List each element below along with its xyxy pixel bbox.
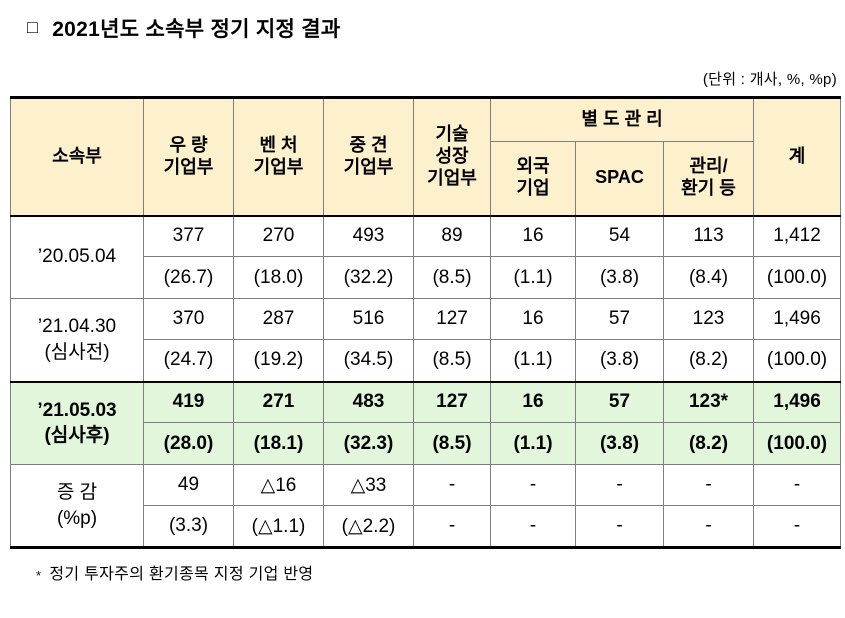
count-cell: △16 <box>233 464 324 506</box>
percent-cell: (100.0) <box>753 422 842 465</box>
percent-cell: (△1.1) <box>233 505 324 548</box>
percent-cell: (24.7) <box>143 339 234 382</box>
table-row-2104-counts: ’21.04.30 (심사전) 370 287 516 127 16 57 12… <box>10 298 842 382</box>
row-label: ’21.04.30 (심사전) <box>10 298 144 382</box>
percent-cell: - <box>753 505 842 548</box>
percent-cell: (1.1) <box>490 422 576 465</box>
percent-cell: (26.7) <box>143 256 234 299</box>
percent-cell: - <box>490 505 576 548</box>
percent-cell: (3.8) <box>575 339 664 382</box>
column-header-spac: SPAC <box>575 141 664 216</box>
column-header-premium: 우 량 기업부 <box>143 97 234 216</box>
percent-cell: (8.2) <box>662 422 755 465</box>
count-cell: - <box>662 464 755 506</box>
column-header-venture: 벤 처 기업부 <box>233 97 324 216</box>
percent-cell: (19.2) <box>233 339 324 382</box>
count-cell: 270 <box>233 214 324 257</box>
percent-cell: (8.5) <box>413 339 491 382</box>
count-cell: 49 <box>143 464 234 506</box>
row-label: 증 감 (%p) <box>10 464 144 548</box>
count-cell: 516 <box>323 298 414 340</box>
count-cell: 113 <box>662 214 755 257</box>
percent-cell: (100.0) <box>753 256 842 299</box>
footnote: * 정기 투자주의 환기종목 지정 기업 반영 <box>36 560 845 584</box>
table-row-2105-counts-highlighted: ’21.05.03 (심사후) 419 271 483 127 16 57 12… <box>10 380 842 465</box>
percent-cell: (18.0) <box>233 256 324 299</box>
column-header-division: 소속부 <box>10 97 144 216</box>
table-row-change-percents: (3.3) (△1.1) (△2.2) - - - - - <box>11 505 842 548</box>
percent-cell: (8.4) <box>662 256 755 299</box>
count-cell: 16 <box>490 380 576 423</box>
row-label: ’20.05.04 <box>10 214 144 299</box>
count-cell: 493 <box>323 214 414 257</box>
percent-cell: (32.3) <box>323 422 414 465</box>
percent-cell: (8.5) <box>413 422 491 465</box>
table-row-2105-percents-highlighted: (28.0) (18.1) (32.3) (8.5) (1.1) (3.8) (… <box>11 422 842 465</box>
count-cell: - <box>575 464 664 506</box>
percent-cell: (3.3) <box>143 505 234 548</box>
count-cell: 16 <box>490 298 576 340</box>
percent-cell: (34.5) <box>323 339 414 382</box>
percent-cell: (8.2) <box>662 339 755 382</box>
count-cell: - <box>490 464 576 506</box>
footnote-text: 정기 투자주의 환기종목 지정 기업 반영 <box>49 566 314 583</box>
column-header-mgmt-caution: 관리/ 환기 등 <box>662 141 755 216</box>
header-row-1: 소속부 우 량 기업부 벤 처 기업부 중 견 기업부 기술 성장 기업부 별 … <box>10 97 842 216</box>
count-cell: 419 <box>143 380 234 423</box>
column-header-foreign: 외국 기업 <box>490 141 576 216</box>
count-cell: 370 <box>143 298 234 340</box>
table-row-2005-percents: (26.7) (18.0) (32.2) (8.5) (1.1) (3.8) (… <box>11 256 842 299</box>
percent-cell: - <box>413 505 491 548</box>
page-title-text: 2021년도 소속부 정기 지정 결과 <box>52 18 341 41</box>
percent-cell: (3.8) <box>575 422 664 465</box>
count-cell: 287 <box>233 298 324 340</box>
table-row-change-counts: 증 감 (%p) 49 △16 △33 - - - - - <box>10 464 842 548</box>
count-cell: △33 <box>323 464 414 506</box>
count-cell: 16 <box>490 214 576 257</box>
count-cell: 123 <box>662 298 755 340</box>
count-cell: 123* <box>662 380 755 423</box>
column-header-total: 계 <box>753 97 842 216</box>
count-cell: 57 <box>575 380 664 423</box>
count-cell: 377 <box>143 214 234 257</box>
asterisk-icon: * <box>36 568 42 583</box>
column-group-separate-mgmt: 별 도 관 리 <box>489 97 755 142</box>
unit-note: (단위 : 개사, %, %p) <box>702 71 837 88</box>
count-cell: 127 <box>413 380 491 423</box>
percent-cell: - <box>575 505 664 548</box>
percent-cell: (1.1) <box>490 256 576 299</box>
column-header-midsize: 중 견 기업부 <box>323 97 414 216</box>
count-cell: - <box>753 464 842 506</box>
percent-cell: (18.1) <box>233 422 324 465</box>
count-cell: 1,496 <box>753 298 842 340</box>
count-cell: 1,412 <box>753 214 842 257</box>
percent-cell: (8.5) <box>413 256 491 299</box>
count-cell: 483 <box>323 380 414 423</box>
header-row-2: 외국 기업 SPAC 관리/ 환기 등 <box>11 141 841 216</box>
row-label: ’21.05.03 (심사후) <box>10 380 144 465</box>
percent-cell: (3.8) <box>575 256 664 299</box>
percent-cell: (32.2) <box>323 256 414 299</box>
count-cell: 89 <box>413 214 491 257</box>
count-cell: 57 <box>575 298 664 340</box>
table-row-2104-percents: (24.7) (19.2) (34.5) (8.5) (1.1) (3.8) (… <box>11 339 842 382</box>
column-header-tech-growth: 기술 성장 기업부 <box>413 97 491 216</box>
percent-cell: (1.1) <box>490 339 576 382</box>
title-bullet-icon: □ <box>27 16 39 37</box>
page-title: □ 2021년도 소속부 정기 지정 결과 <box>27 13 845 43</box>
count-cell: 1,496 <box>753 380 842 423</box>
count-cell: 271 <box>233 380 324 423</box>
percent-cell: (△2.2) <box>323 505 414 548</box>
percent-cell: (100.0) <box>753 339 842 382</box>
percent-cell: (28.0) <box>143 422 234 465</box>
count-cell: 54 <box>575 214 664 257</box>
count-cell: - <box>413 464 491 506</box>
count-cell: 127 <box>413 298 491 340</box>
table-row-2005-counts: ’20.05.04 377 270 493 89 16 54 113 1,412 <box>10 214 842 299</box>
percent-cell: - <box>662 505 755 548</box>
results-table: 소속부 우 량 기업부 벤 처 기업부 중 견 기업부 기술 성장 기업부 별 … <box>10 96 842 549</box>
